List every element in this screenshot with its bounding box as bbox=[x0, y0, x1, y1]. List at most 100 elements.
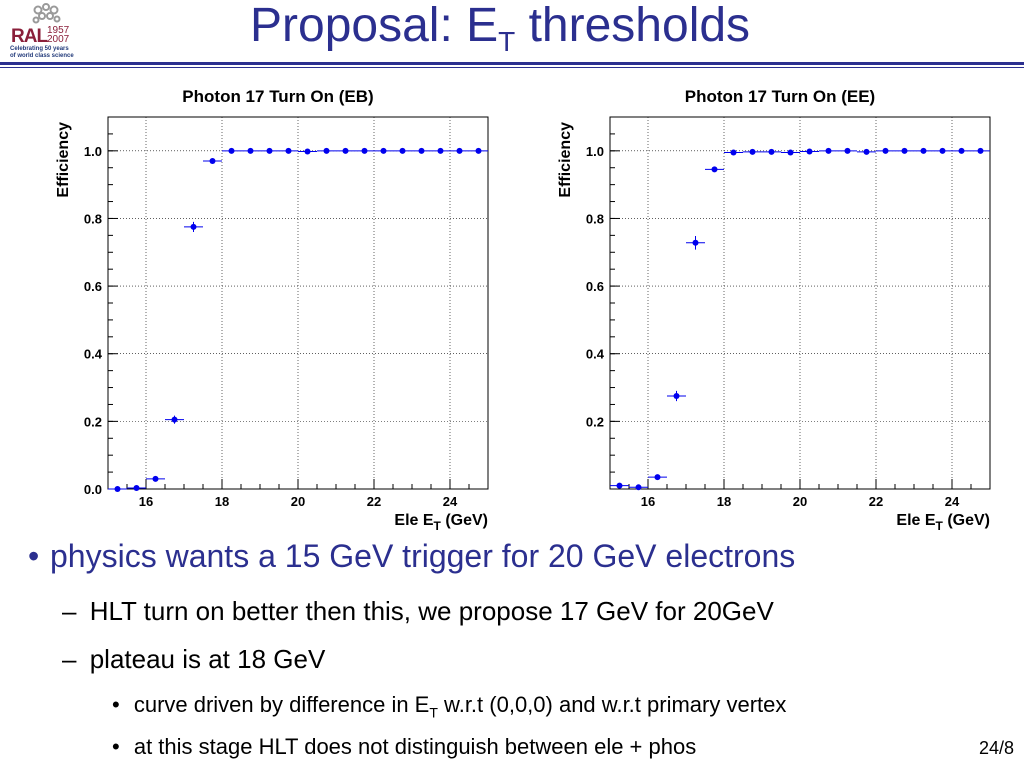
bullet-marker: • bbox=[112, 734, 120, 759]
data-point bbox=[418, 147, 425, 154]
x-tick-label: 18 bbox=[717, 494, 731, 509]
data-point bbox=[939, 147, 946, 154]
data-point bbox=[958, 147, 965, 154]
y-axis-label: Efficiency bbox=[557, 122, 574, 198]
logo-year-start: 1957 bbox=[47, 25, 70, 36]
data-point bbox=[616, 482, 623, 489]
title-rule-thin bbox=[0, 67, 1024, 68]
data-point bbox=[673, 393, 680, 399]
data-point bbox=[863, 148, 870, 155]
chart-ee: Photon 17 Turn On (EE) 16 18 20 22 24 0.2 0.4 0.… bbox=[557, 87, 991, 532]
bullet-text: plateau is at 18 GeV bbox=[89, 644, 326, 674]
x-axis-label: Ele ET (GeV) bbox=[394, 512, 488, 532]
data-point bbox=[749, 148, 756, 155]
data-point bbox=[787, 149, 794, 156]
page-number: 24/8 bbox=[978, 738, 1014, 758]
data-point bbox=[768, 148, 775, 155]
y-tick-label: 0.8 bbox=[84, 211, 102, 226]
y-tick-label: 0.4 bbox=[84, 347, 103, 362]
bullet-text: physics wants a 15 GeV trigger for 20 Ge… bbox=[50, 538, 796, 574]
x-tick-label: 24 bbox=[443, 494, 458, 509]
data-point bbox=[806, 148, 813, 155]
y-axis-label: Efficiency bbox=[55, 122, 72, 198]
title-subscript: T bbox=[498, 26, 516, 57]
bullet-level2-a: – HLT turn on better then this, we propo… bbox=[62, 596, 774, 627]
x-tick-label: 16 bbox=[139, 494, 153, 509]
data-point bbox=[266, 147, 273, 154]
data-point bbox=[304, 148, 311, 155]
data-point bbox=[635, 484, 642, 491]
data-point bbox=[190, 223, 197, 230]
data-point bbox=[977, 147, 984, 154]
bullet-level3-a: • curve driven by difference in ET w.r.t… bbox=[112, 692, 786, 720]
chart-title: Photon 17 Turn On (EE) bbox=[685, 87, 875, 106]
data-point bbox=[711, 166, 718, 173]
y-tick-label: 0.6 bbox=[84, 279, 102, 294]
x-tick-label: 22 bbox=[869, 494, 883, 509]
y-tick-label: 0.2 bbox=[84, 414, 102, 429]
data-point bbox=[399, 147, 406, 154]
data-point bbox=[825, 147, 832, 154]
x-tick-label: 22 bbox=[367, 494, 381, 509]
data-point bbox=[901, 147, 908, 154]
logo-years: 1957 2007 bbox=[47, 25, 70, 45]
data-point bbox=[844, 147, 851, 154]
data-point bbox=[247, 147, 254, 154]
data-point bbox=[285, 147, 292, 154]
logo-circles-icon bbox=[32, 3, 61, 24]
y-tick-label: 0.4 bbox=[586, 347, 605, 362]
data-point bbox=[171, 416, 178, 423]
title-rule bbox=[0, 62, 1024, 65]
logo-year-end: 2007 bbox=[47, 34, 70, 45]
data-point bbox=[692, 239, 699, 246]
data-point bbox=[475, 147, 482, 154]
x-tick-label: 24 bbox=[945, 494, 960, 509]
data-point bbox=[209, 157, 216, 164]
data-point bbox=[437, 147, 444, 154]
data-point bbox=[380, 147, 387, 154]
data-point bbox=[152, 475, 159, 482]
dash-marker: – bbox=[62, 596, 77, 626]
data-point bbox=[323, 147, 330, 154]
x-tick-label: 20 bbox=[291, 494, 305, 509]
logo-wordmark: RAL bbox=[11, 26, 48, 47]
bullet-subscript: T bbox=[429, 704, 438, 721]
bullet-text-post: w.r.t (0,0,0) and w.r.t primary vertex bbox=[437, 692, 787, 717]
bullet-level3-b: • at this stage HLT does not distinguish… bbox=[112, 734, 696, 760]
data-point bbox=[361, 147, 368, 154]
data-point bbox=[654, 474, 661, 481]
y-tick-label: 0.8 bbox=[586, 211, 604, 226]
ral-logo: RAL 1957 2007 Celebrating 50 years of wo… bbox=[8, 2, 88, 60]
logo-tagline-2: of world class science bbox=[10, 53, 74, 59]
data-point bbox=[730, 149, 737, 156]
logo-tagline-1: Celebrating 50 years bbox=[10, 46, 69, 52]
logo-tagline: Celebrating 50 years of world class scie… bbox=[10, 46, 74, 60]
x-tick-label: 20 bbox=[793, 494, 807, 509]
y-tick-label: 1.0 bbox=[84, 144, 102, 159]
bullet-text-pre: curve driven by difference in E bbox=[133, 692, 430, 717]
data-point bbox=[882, 147, 889, 154]
title-rest: thresholds bbox=[515, 0, 751, 52]
bullet-text: HLT turn on better then this, we propose… bbox=[89, 596, 774, 626]
title-main: Proposal: E bbox=[250, 0, 499, 52]
chart-eb: Photon 17 Turn On (EB) 16 18 20 22 24 0.0 0.2 0.… bbox=[55, 87, 489, 532]
slide-title: Proposal: ET thresholds bbox=[250, 0, 750, 58]
x-tick-label: 18 bbox=[215, 494, 229, 509]
bullet-marker: • bbox=[28, 538, 40, 574]
bullet-level2-b: – plateau is at 18 GeV bbox=[62, 644, 325, 675]
data-point bbox=[228, 147, 235, 154]
bullet-text: at this stage HLT does not distinguish b… bbox=[133, 734, 697, 759]
x-tick-label: 16 bbox=[641, 494, 655, 509]
data-point bbox=[342, 147, 349, 154]
dash-marker: – bbox=[62, 644, 77, 674]
bullet-marker: • bbox=[112, 692, 120, 717]
data-point bbox=[920, 147, 927, 154]
data-point bbox=[114, 486, 121, 492]
data-point bbox=[456, 147, 463, 154]
y-tick-label: 0.0 bbox=[84, 482, 102, 497]
y-tick-label: 0.2 bbox=[586, 414, 604, 429]
chart-title: Photon 17 Turn On (EB) bbox=[182, 87, 373, 106]
y-tick-label: 0.6 bbox=[586, 279, 604, 294]
x-axis-label: Ele ET (GeV) bbox=[896, 512, 990, 532]
y-tick-label: 1.0 bbox=[586, 144, 604, 159]
